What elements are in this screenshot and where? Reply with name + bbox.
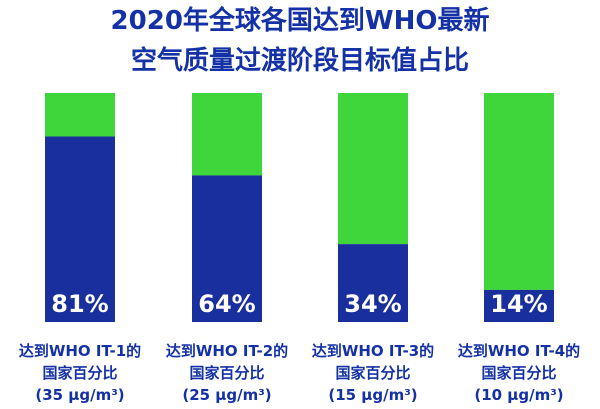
bar-remainder-segment xyxy=(338,93,408,245)
bar-value-label: 81% xyxy=(51,290,108,318)
bar-achieved-segment xyxy=(484,289,554,322)
category-label-line-2: 国家百分比 xyxy=(481,364,557,382)
category-label-line-3: (10 μg/m³) xyxy=(474,386,564,404)
category-label-line-1: 达到WHO IT-2的 xyxy=(165,342,289,360)
category-label-line-3: (35 μg/m³) xyxy=(35,386,125,404)
bar-achieved-segment xyxy=(192,175,262,322)
bar-remainder-segment xyxy=(484,93,554,290)
category-label-line-1: 达到WHO IT-4的 xyxy=(457,342,581,360)
category-label-it2: 达到WHO IT-2的 国家百分比 (25 μg/m³) xyxy=(157,340,297,406)
category-label-line-3: (25 μg/m³) xyxy=(182,386,272,404)
bar-value-label: 64% xyxy=(198,290,255,318)
category-label-it1: 达到WHO IT-1的 国家百分比 (35 μg/m³) xyxy=(10,340,150,406)
bar-achieved-segment xyxy=(338,244,408,322)
stacked-bar-chart: 81% 64% 34% 14% xyxy=(45,93,554,322)
category-label-it3: 达到WHO IT-3的 国家百分比 (15 μg/m³) xyxy=(303,340,443,406)
bar-achieved-segment xyxy=(45,136,115,322)
bar-remainder-segment xyxy=(45,93,115,137)
bar-value-label: 14% xyxy=(490,290,547,318)
bar-value-label: 34% xyxy=(344,290,401,318)
category-label-it4: 达到WHO IT-4的 国家百分比 (10 μg/m³) xyxy=(449,340,589,406)
category-label-line-2: 国家百分比 xyxy=(189,364,265,382)
category-label-line-1: 达到WHO IT-1的 xyxy=(18,342,142,360)
bar-remainder-segment xyxy=(192,93,262,176)
category-label-line-3: (15 μg/m³) xyxy=(328,386,418,404)
category-label-line-1: 达到WHO IT-3的 xyxy=(311,342,435,360)
category-label-line-2: 国家百分比 xyxy=(42,364,118,382)
chart-title-line-2: 空气质量过渡阶段目标值占比 xyxy=(130,46,469,76)
chart-title-line-1: 2020年全球各国达到WHO最新 xyxy=(110,6,490,36)
category-label-line-2: 国家百分比 xyxy=(335,364,411,382)
